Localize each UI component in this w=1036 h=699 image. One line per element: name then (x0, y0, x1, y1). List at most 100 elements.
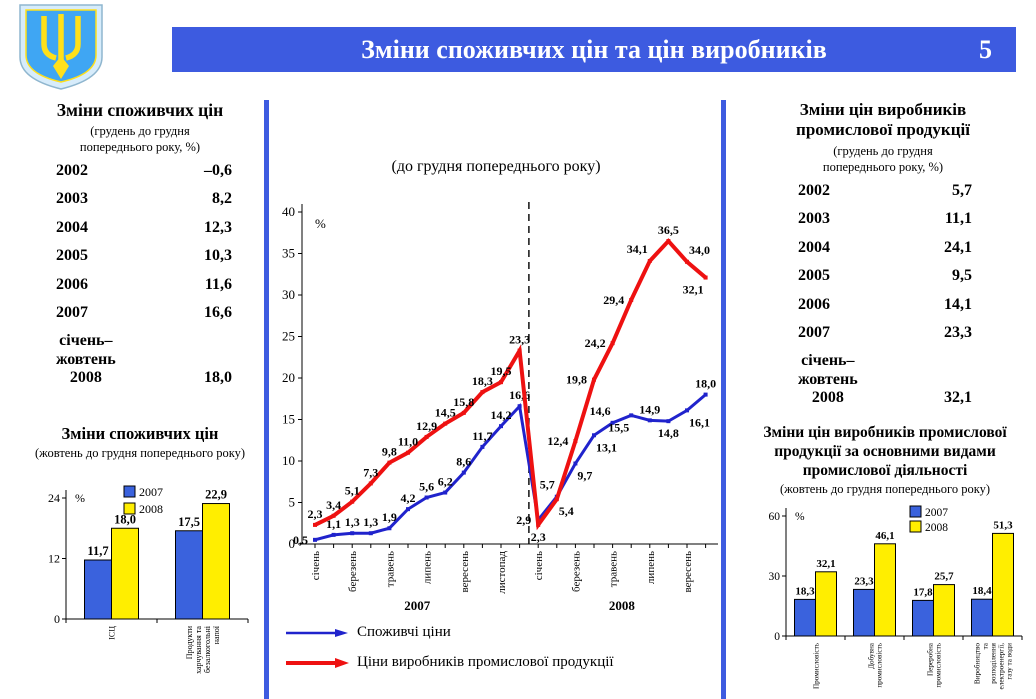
svg-text:17,8: 17,8 (913, 586, 933, 598)
svg-text:51,3: 51,3 (993, 519, 1013, 531)
svg-text:23,3: 23,3 (854, 575, 874, 587)
table-row: 2004 12,3 (56, 219, 232, 237)
svg-text:8,6: 8,6 (456, 455, 471, 469)
row-value: 9,5 (952, 267, 972, 285)
row-value: 18,0 (204, 369, 232, 387)
table-row: січень– жовтень 2008 32,1 (798, 352, 972, 407)
svg-text:29,4: 29,4 (603, 293, 624, 307)
svg-text:листопад: листопад (496, 551, 508, 594)
svg-text:вересень: вересень (459, 551, 471, 592)
svg-text:травень: травень (384, 551, 396, 587)
row-year: січень– жовтень 2008 (798, 352, 858, 407)
svg-text:40: 40 (282, 204, 295, 219)
svg-text:липень: липень (422, 551, 434, 584)
consumer-vs-producer-line-chart: 0 5 10 15 20 25 30 35 40% січень березень травень ли… (282, 202, 718, 613)
svg-text:січень: січень (310, 551, 322, 580)
svg-text:9,7: 9,7 (577, 468, 592, 482)
svg-text:Продукти: Продукти (185, 625, 194, 659)
page-number: 5 (979, 35, 992, 64)
producer-prices-table-subtitle: (грудень до грудня попереднього року, %) (822, 144, 944, 174)
svg-text:20: 20 (282, 370, 295, 385)
svg-text:2007: 2007 (404, 598, 431, 613)
table-row: січень– жовтень 2008 18,0 (56, 332, 232, 387)
svg-text:газу та води: газу та води (1006, 643, 1014, 680)
svg-text:березень: березень (347, 551, 359, 592)
row-value: –0,6 (204, 162, 232, 179)
consumer-bar-chart-subtitle: (жовтень до грудня попереднього року) (35, 446, 245, 460)
page-title: Зміни споживчих цін та цін виробників (361, 35, 827, 64)
svg-text:16,6: 16,6 (509, 388, 530, 402)
svg-text:%: % (795, 511, 805, 523)
svg-text:19,5: 19,5 (491, 364, 512, 378)
line-chart-title: (до грудня попереднього року) (391, 158, 601, 175)
svg-text:1,1: 1,1 (326, 517, 341, 531)
svg-text:%: % (315, 216, 326, 231)
svg-text:17,5: 17,5 (178, 515, 200, 529)
svg-text:9,8: 9,8 (382, 445, 397, 459)
row-year: 2007 (798, 323, 830, 341)
svg-text:46,1: 46,1 (875, 530, 894, 542)
row-value: 10,3 (204, 247, 232, 265)
svg-text:13,1: 13,1 (596, 440, 617, 454)
svg-text:18,0: 18,0 (114, 512, 136, 526)
row-year: січень– жовтень 2008 (56, 332, 116, 387)
svg-text:Добувна: Добувна (868, 642, 876, 669)
svg-text:15,5: 15,5 (608, 420, 629, 434)
svg-text:електроенергії,: електроенергії, (998, 643, 1006, 690)
row-year: 2003 (56, 190, 88, 208)
row-year: 2005 (798, 267, 830, 285)
svg-text:25: 25 (282, 329, 295, 344)
svg-text:11,0: 11,0 (398, 435, 418, 449)
producer-bar-chart-subtitle: (жовтень до грудня попереднього року) (780, 482, 990, 496)
table-row: 2006 11,6 (56, 276, 232, 294)
svg-text:2008: 2008 (925, 522, 948, 534)
svg-text:4,2: 4,2 (401, 491, 416, 505)
svg-text:11,7: 11,7 (87, 544, 108, 558)
svg-text:18,3: 18,3 (472, 374, 493, 388)
svg-text:0,5: 0,5 (293, 533, 308, 547)
ukraine-coat-of-arms-icon (19, 4, 103, 90)
svg-text:32,1: 32,1 (816, 558, 835, 570)
svg-text:15: 15 (282, 412, 295, 427)
producer-prices-line-icon (286, 657, 349, 668)
row-year: 2007 (56, 303, 88, 321)
table-row: 2003 11,1 (798, 210, 972, 228)
svg-text:34,1: 34,1 (627, 242, 648, 256)
svg-text:24: 24 (48, 491, 60, 505)
row-value: 5,7 (952, 182, 972, 199)
table-row: 2003 8,2 (56, 190, 232, 208)
row-year: 2002 (798, 182, 830, 199)
svg-text:15,8: 15,8 (453, 395, 474, 409)
svg-text:34,0: 34,0 (689, 243, 710, 257)
svg-text:розподілення: розподілення (990, 642, 998, 683)
svg-text:вересень: вересень (682, 551, 694, 592)
legend-consumer-prices-label: Споживчі ціни (357, 624, 451, 640)
row-year: 2004 (56, 218, 88, 236)
svg-text:0: 0 (54, 612, 60, 626)
svg-text:2007: 2007 (139, 485, 163, 499)
svg-text:16,1: 16,1 (689, 415, 710, 429)
svg-text:2,9: 2,9 (516, 513, 531, 527)
svg-text:1,3: 1,3 (345, 515, 360, 529)
row-year: 2005 (56, 247, 88, 265)
title-bar: Зміни споживчих цін та цін виробників 5 (172, 27, 1016, 72)
row-value: 16,6 (204, 303, 232, 321)
svg-text:липень: липень (645, 551, 657, 584)
svg-text:30: 30 (282, 287, 295, 302)
row-year: 2002 (56, 162, 88, 179)
svg-text:5,6: 5,6 (419, 480, 434, 494)
svg-text:10: 10 (282, 453, 295, 468)
row-value: 14,1 (944, 295, 972, 313)
row-value: 11,1 (944, 210, 972, 228)
svg-text:14,8: 14,8 (658, 426, 679, 440)
trident-icon (41, 14, 81, 61)
producer-prices-table-title: Зміни цін виробників промислової продукц… (796, 100, 970, 140)
svg-text:Виробництво: Виробництво (974, 643, 982, 685)
table-row: 2005 10,3 (56, 247, 232, 265)
svg-text:18,3: 18,3 (795, 585, 815, 597)
svg-text:2,3: 2,3 (308, 507, 323, 521)
row-year: 2006 (56, 275, 88, 293)
center-panel-left-border (264, 100, 269, 699)
svg-text:22,9: 22,9 (205, 488, 227, 502)
